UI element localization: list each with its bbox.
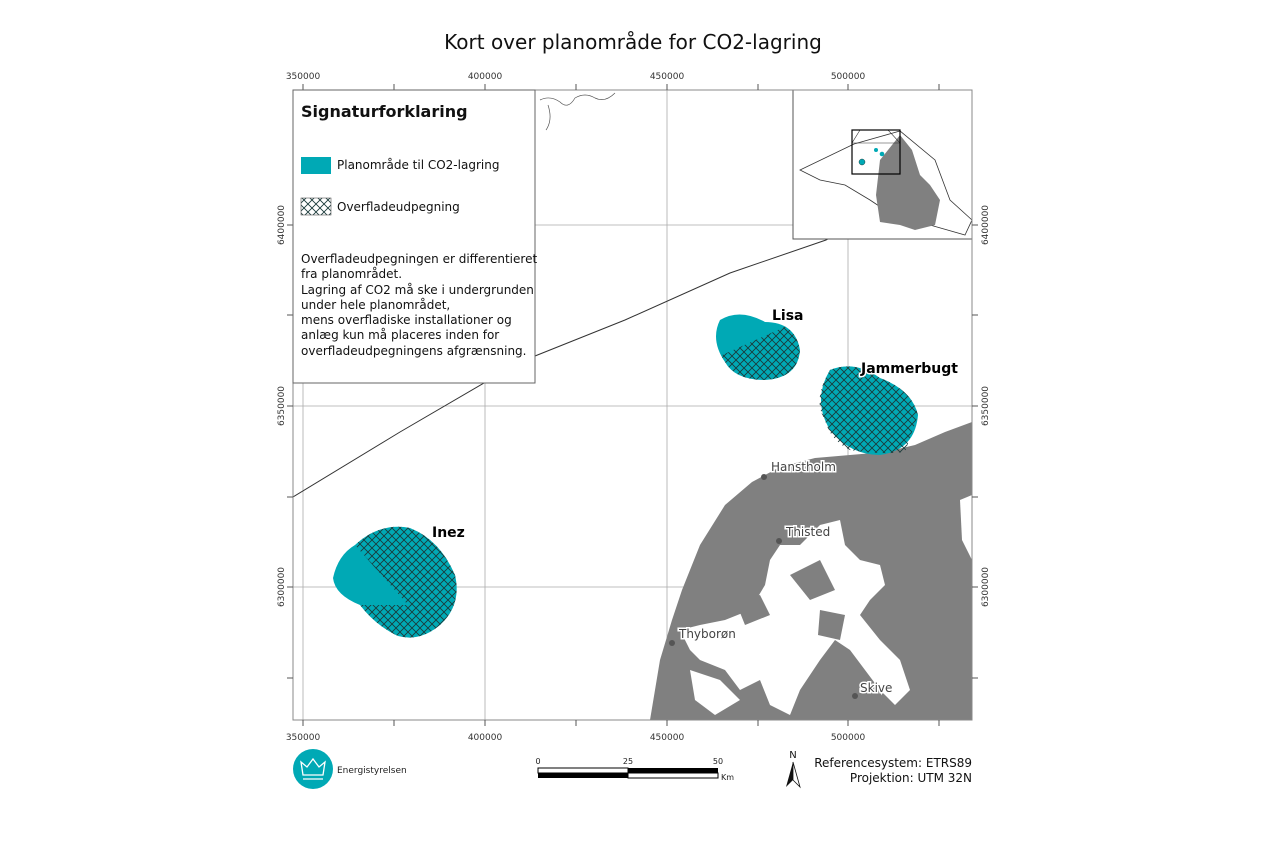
x-tick-labels-top: 350000 400000 450000 500000 (286, 72, 866, 82)
map-body: Lisa Jammerbugt Inez Hanstholm Thisted T… (293, 90, 972, 720)
svg-text:Overfladeudpegningen er differ: Overfladeudpegningen er differentieret (301, 252, 537, 266)
svg-text:500000: 500000 (831, 72, 866, 82)
svg-text:500000: 500000 (831, 733, 866, 743)
svg-text:0: 0 (535, 757, 540, 766)
svg-text:N: N (789, 750, 796, 761)
legend-swatch-planomraade (301, 157, 331, 174)
svg-text:350000: 350000 (286, 733, 321, 743)
legend-heading: Signaturforklaring (301, 102, 468, 121)
svg-text:anlæg kun må placeres inden fo: anlæg kun må placeres inden for (301, 328, 499, 342)
place-thisted: Thisted (785, 525, 830, 539)
inset-overview-map (792, 90, 972, 240)
boundary-line (293, 231, 841, 498)
legend-swatch-overfladeudpegning (300, 197, 332, 216)
svg-text:50: 50 (713, 757, 723, 766)
area-lisa (716, 314, 800, 380)
svg-text:400000: 400000 (468, 72, 503, 82)
area-jammerbugt (819, 366, 918, 455)
label-inez: Inez (432, 525, 465, 541)
projection: Projektion: UTM 32N (850, 771, 972, 785)
reference-system: Referencesystem: ETRS89 (814, 756, 972, 770)
svg-text:350000: 350000 (286, 72, 321, 82)
svg-text:6350000: 6350000 (981, 386, 991, 426)
area-inez (333, 526, 457, 638)
limfjord-water (680, 495, 972, 715)
legend-label-planomraade: Planområde til CO2-lagring (337, 158, 499, 172)
legend: Signaturforklaring Planområde til CO2-la… (292, 89, 537, 384)
logo-text: Energistyrelsen (337, 766, 407, 776)
svg-text:overfladeudpegningens afgrænsn: overfladeudpegningens afgrænsning. (301, 344, 526, 358)
frame-ticks (287, 84, 978, 726)
place-skive: Skive (860, 681, 892, 695)
label-jammerbugt: Jammerbugt (860, 361, 958, 377)
svg-text:6400000: 6400000 (981, 205, 991, 245)
svg-text:fra planområdet.: fra planområdet. (301, 267, 402, 281)
svg-text:6350000: 6350000 (277, 386, 287, 426)
label-lisa: Lisa (772, 308, 804, 324)
svg-text:6300000: 6300000 (277, 567, 287, 607)
place-thyboron: Thyborøn (678, 627, 736, 641)
svg-text:mens overfladiske installation: mens overfladiske installationer og (301, 313, 512, 327)
svg-text:6400000: 6400000 (277, 205, 287, 245)
y-tick-labels-right: 6400000 6350000 6300000 (981, 205, 991, 607)
svg-text:Lagring af CO2 må ske i underg: Lagring af CO2 må ske i undergrunden (301, 283, 534, 297)
legend-note: Overfladeudpegningen er differentieret f… (301, 252, 537, 358)
coastline-norway (539, 92, 616, 131)
svg-text:6300000: 6300000 (981, 567, 991, 607)
svg-text:Km: Km (721, 773, 734, 782)
scale-bar: 0 25 50 Km (535, 757, 734, 782)
place-hanstholm: Hanstholm (771, 460, 836, 474)
north-arrow: N (786, 750, 801, 789)
svg-text:400000: 400000 (468, 733, 503, 743)
place-markers (669, 474, 858, 699)
svg-text:under hele planområdet,: under hele planområdet, (301, 298, 450, 312)
map-title: Kort over planområde for CO2-lagring (444, 30, 822, 54)
y-tick-labels-left: 6400000 6350000 6300000 (277, 205, 287, 607)
svg-text:450000: 450000 (650, 733, 685, 743)
svg-text:25: 25 (623, 757, 633, 766)
svg-text:450000: 450000 (650, 72, 685, 82)
x-tick-labels-bottom: 350000 400000 450000 500000 (286, 733, 866, 743)
energistyrelsen-logo: Energistyrelsen (293, 749, 407, 789)
legend-label-overfladeudpegning: Overfladeudpegning (337, 200, 460, 214)
map-frame (292, 89, 973, 721)
